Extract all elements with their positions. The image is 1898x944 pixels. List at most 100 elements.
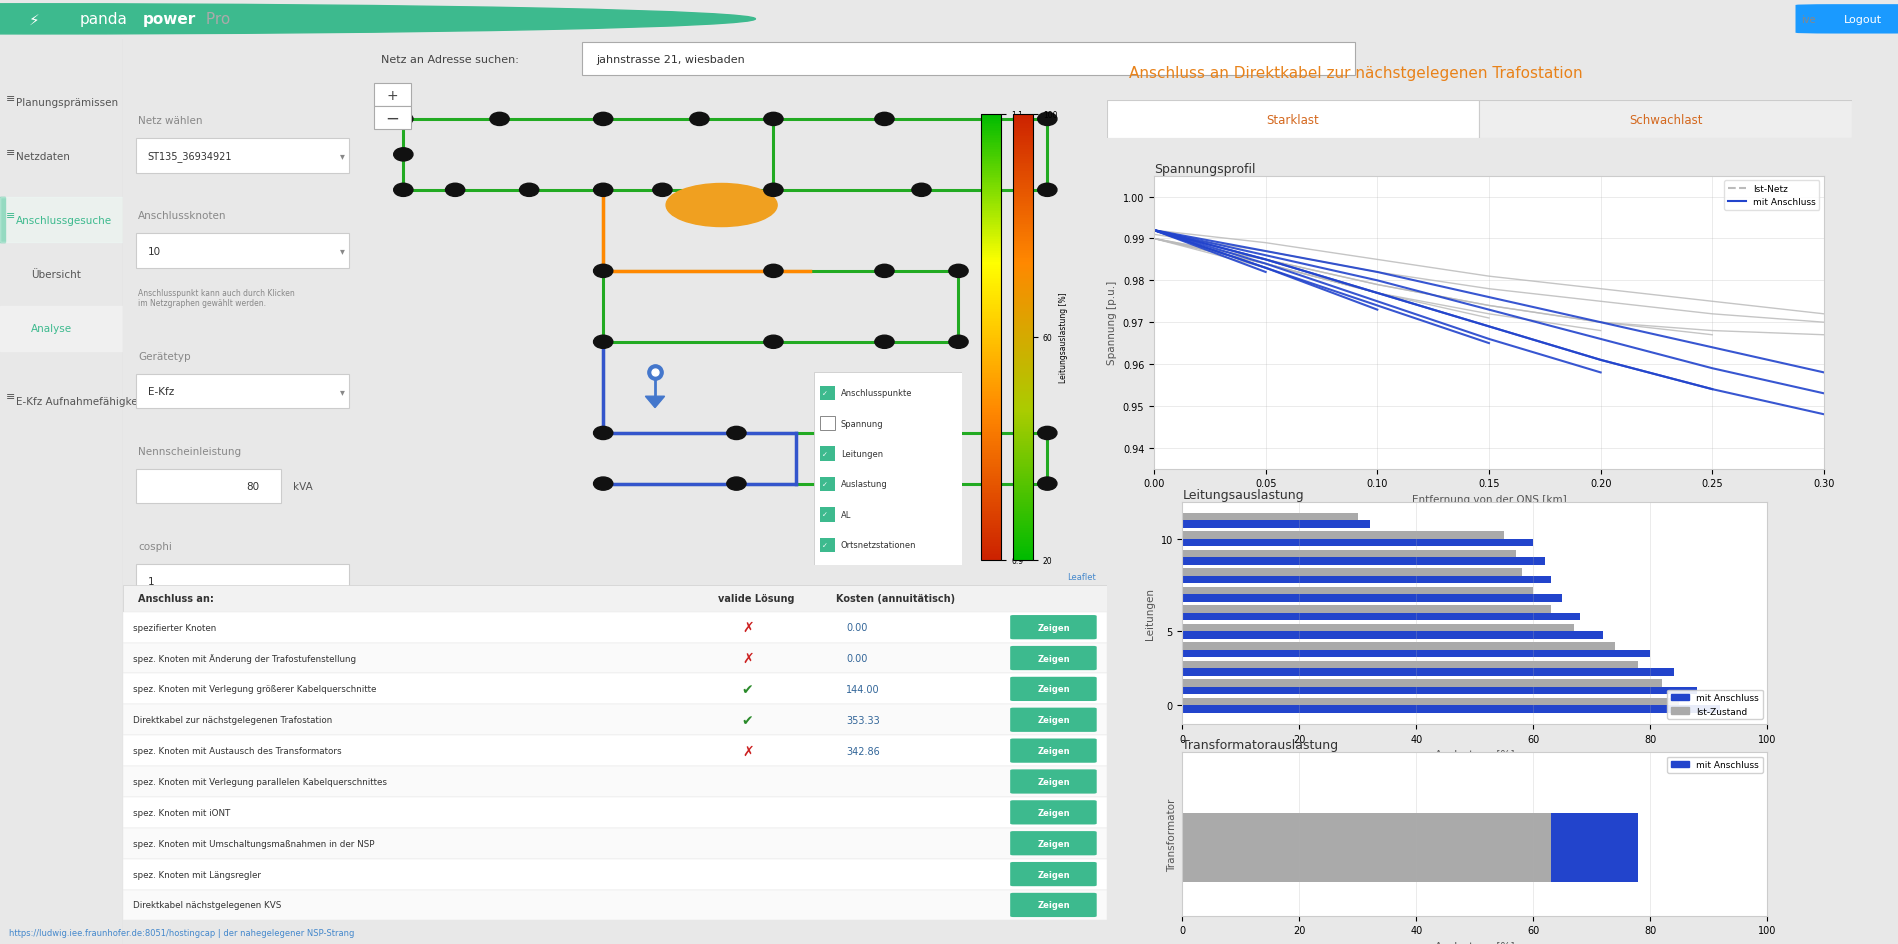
Bar [1182,632,1604,639]
Text: Direktkabel nächstgelegenen KVS: Direktkabel nächstgelegenen KVS [133,901,281,909]
Circle shape [1038,478,1057,491]
Text: valide Lösung: valide Lösung [717,594,795,603]
Bar [1182,539,1534,547]
Bar [123,612,1107,643]
Circle shape [0,5,755,35]
Bar [123,767,1107,797]
Bar [123,643,1107,674]
Bar [1182,587,1534,595]
Text: Zeigen: Zeigen [1036,623,1070,632]
Circle shape [1038,184,1057,197]
Circle shape [393,113,414,126]
Circle shape [490,113,509,126]
Text: Leaflet: Leaflet [1067,572,1095,582]
Bar [1182,514,1357,521]
Bar [1182,531,1503,539]
Circle shape [393,148,414,161]
Bar [1182,661,1638,668]
Circle shape [594,113,613,126]
Bar [123,585,1107,612]
Text: Zeigen: Zeigen [1036,901,1070,909]
Circle shape [763,265,784,278]
Text: ive: ive [1801,15,1816,25]
Bar [1182,687,1697,695]
Text: 353.33: 353.33 [847,715,881,725]
Text: 1: 1 [148,577,154,586]
X-axis label: Auslastung [%]: Auslastung [%] [1435,941,1515,944]
Text: Analyse: Analyse [30,324,72,334]
Circle shape [911,184,932,197]
X-axis label: Auslastung [%]: Auslastung [%] [1435,750,1515,759]
Bar [820,386,835,400]
Bar [1182,624,1573,632]
Bar [123,674,1107,704]
Bar [374,84,410,107]
Text: Anschlussgesuche: Anschlussgesuche [15,215,112,226]
Text: Direktkabel zur nächstgelegenen Trafostation: Direktkabel zur nächstgelegenen Trafosta… [133,716,332,724]
Circle shape [875,478,894,491]
Text: Leitungen: Leitungen [841,449,883,459]
Circle shape [875,336,894,349]
Bar [0,198,6,244]
Ellipse shape [666,184,776,228]
Bar [123,735,1107,767]
Text: Spannungsprofil: Spannungsprofil [1154,162,1255,176]
Bar [820,478,835,492]
Text: E-Kfz Aufnahmefähigkeit: E-Kfz Aufnahmefähigkeit [15,396,144,406]
FancyBboxPatch shape [135,565,349,598]
FancyBboxPatch shape [135,659,349,694]
Text: Karte: Karte [402,597,429,606]
Bar [374,107,410,130]
Text: Zeigen: Zeigen [1036,747,1070,755]
Circle shape [1038,113,1057,126]
FancyBboxPatch shape [135,234,349,268]
Text: Zeigen: Zeigen [1036,808,1070,817]
Text: 144.00: 144.00 [847,684,879,694]
FancyBboxPatch shape [1010,862,1097,886]
Text: ≡: ≡ [6,147,15,158]
FancyBboxPatch shape [1010,677,1097,701]
Y-axis label: Leitungsauslastung [%]: Leitungsauslastung [%] [1059,292,1069,382]
Circle shape [594,265,613,278]
Circle shape [594,478,613,491]
Bar [123,859,1107,889]
Text: Pro: Pro [201,11,230,26]
Text: 0.00: 0.00 [847,653,867,664]
Bar [1182,814,1551,882]
Circle shape [594,336,613,349]
Bar [820,447,835,462]
Text: Anschluss an Direktkabel zur nächstgelegenen Trafostation: Anschluss an Direktkabel zur nächstgeleg… [1129,66,1583,81]
Bar [1182,595,1562,602]
Text: Netzdaten: Netzdaten [15,152,70,162]
Text: spez. Knoten mit Verlegung parallelen Kabelquerschnittes: spez. Knoten mit Verlegung parallelen Ka… [133,777,387,786]
Text: spez. Knoten mit Längsregler: spez. Knoten mit Längsregler [133,869,262,879]
Circle shape [689,113,710,126]
Text: Zeigen: Zeigen [1036,684,1070,694]
Text: symmetrisch: symmetrisch [148,671,214,682]
Text: ST135_36934921: ST135_36934921 [148,151,232,161]
Circle shape [875,113,894,126]
FancyBboxPatch shape [1010,832,1097,855]
Y-axis label: Spannung [p.u.]: Spannung [p.u.] [1107,280,1118,365]
Text: Gerätetyp: Gerätetyp [139,351,190,362]
Circle shape [594,184,613,197]
Text: ▾: ▾ [340,671,344,682]
Text: Zeigen: Zeigen [1036,777,1070,786]
Text: Leitungsauslastung: Leitungsauslastung [1182,488,1304,501]
Circle shape [727,427,746,440]
Text: panda: panda [80,11,127,26]
Bar [1182,668,1674,676]
Text: ✓: ✓ [822,481,828,487]
Circle shape [763,336,784,349]
Bar [123,828,1107,859]
FancyBboxPatch shape [1010,647,1097,670]
Bar [1182,650,1649,657]
Bar [1480,101,1852,139]
Circle shape [727,478,746,491]
Text: Anschlusspunkt kann auch durch Klicken
im Netzgraphen gewählt werden.: Anschlusspunkt kann auch durch Klicken i… [139,288,294,308]
Text: Phasenanschluss: Phasenanschluss [139,636,228,646]
Text: jahnstrasse 21, wiesbaden: jahnstrasse 21, wiesbaden [596,55,746,64]
Bar [1107,101,1480,139]
Text: Spannung: Spannung [841,419,883,429]
Bar [123,797,1107,828]
